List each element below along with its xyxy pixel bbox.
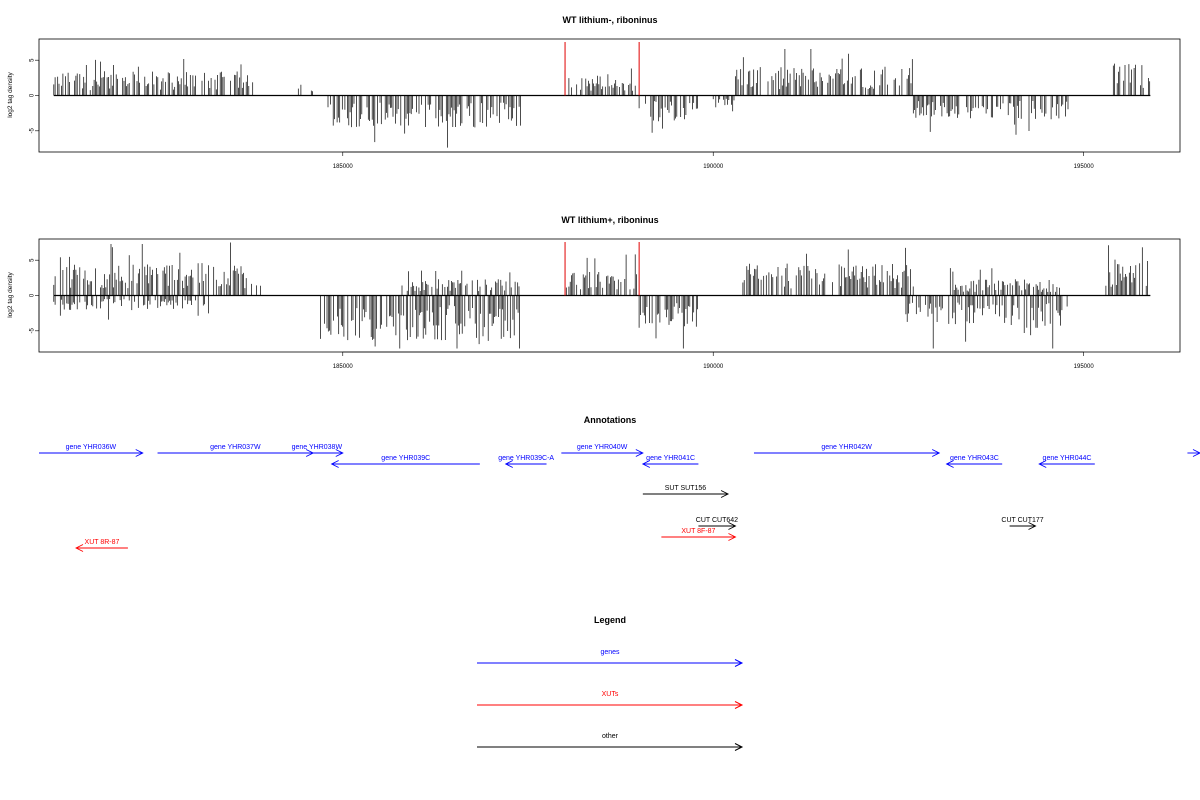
feature-label: gene YHR040W (577, 444, 628, 451)
x-tick-label: 185000 (333, 164, 354, 170)
feature-arrowhead (330, 460, 339, 468)
annotation-feature: gene YHR037W (157, 444, 315, 457)
feature-label: gene YHR039C-A (498, 455, 554, 462)
feature-arrowhead (728, 522, 737, 530)
feature-arrowhead (641, 460, 651, 468)
y-tick-label: 0 (30, 293, 36, 297)
y-tick-label: -5 (30, 327, 36, 333)
annotation-feature: gene YHR039C-A (498, 455, 554, 468)
feature-label: SUT SUT156 (665, 485, 707, 492)
annotation-items: gene YHR036W gene YHR037W gene YHR038W gene… (39, 444, 1200, 552)
feature-label: XUT 8R-87 (85, 539, 120, 546)
feature-arrowhead (635, 449, 644, 457)
feature-label: gene YHR044C (1043, 455, 1092, 462)
density-bars (53, 49, 1151, 148)
y-tick-label: 5 (30, 58, 36, 62)
feature-label: CUT CUT177 (1001, 517, 1043, 524)
x-tick-label: 190000 (703, 364, 724, 370)
feature-arrowhead (728, 533, 737, 541)
feature-label: gene YHR042W (821, 444, 872, 451)
feature-arrowhead (1028, 522, 1037, 530)
density-bars (53, 242, 1151, 349)
annotation-feature: SUT SUT156 (642, 485, 730, 498)
annotation-feature: gene YHR043C (945, 455, 1003, 468)
feature-label: gene YHR036W (66, 444, 117, 451)
annotation-feature: CUT CUT177 (1001, 517, 1044, 530)
feature-arrowhead (720, 490, 730, 498)
feature-label: CUT CUT642 (696, 517, 738, 524)
annotation-feature: gene YHR041C (641, 455, 699, 468)
x-tick-label: 195000 (1074, 364, 1095, 370)
x-tick-label: 195000 (1074, 164, 1095, 170)
legend-title: Legend (594, 615, 626, 625)
y-tick-label: -5 (30, 127, 36, 133)
legend-items: genes XUTs other (477, 649, 744, 751)
feature-arrowhead (504, 460, 513, 468)
boundary-markers (564, 42, 640, 96)
annotation-feature: CUT CUT642 (696, 517, 738, 530)
feature-arrowhead (335, 449, 344, 457)
y-axis-label: log2 tag density (7, 71, 14, 117)
legend: Legend genes XUTs other (477, 615, 744, 751)
feature-label: XUT 8F-87 (681, 528, 715, 535)
legend-label: XUTs (602, 691, 619, 698)
track-panel-lithium-minus: WT lithium-, riboninus 185000 190000 19500… (7, 15, 1181, 170)
annotations-track: Annotations gene YHR036W gene YHR037W gene… (39, 415, 1200, 552)
legend-entry: other (477, 733, 744, 751)
feature-arrowhead (945, 460, 954, 468)
feature-label: gene YHR043C (950, 455, 999, 462)
annotation-feature: gene YHR04 (1187, 449, 1200, 457)
panel-title: WT lithium+, riboninus (561, 215, 658, 225)
annotation-feature: gene YHR040W (561, 444, 644, 457)
feature-arrowhead (135, 449, 144, 457)
feature-arrowhead (75, 544, 84, 552)
feature-label: gene YHR038W (292, 444, 343, 451)
axes: 185000 190000 195000 5 0 -5 (30, 258, 1095, 370)
annotation-feature: gene YHR038W (290, 444, 344, 457)
legend-label: other (602, 733, 619, 740)
annotation-feature: XUT 8F-87 (661, 528, 737, 541)
axes: 185000 190000 195000 5 0 -5 (30, 58, 1095, 170)
panel-title: WT lithium-, riboninus (563, 15, 658, 25)
feature-arrowhead (1192, 449, 1200, 457)
legend-entry: genes (477, 649, 744, 667)
legend-label: genes (600, 649, 620, 656)
annotation-feature: gene YHR039C (330, 455, 480, 468)
feature-arrowhead (932, 449, 941, 457)
legend-entry: XUTs (477, 691, 744, 709)
y-tick-label: 5 (30, 258, 36, 262)
feature-label: gene YHR037W (210, 444, 261, 451)
y-axis-label: log2 tag density (7, 271, 14, 317)
annotations-title: Annotations (584, 415, 637, 425)
y-tick-label: 0 (30, 93, 36, 97)
annotation-feature: gene YHR036W (39, 444, 144, 457)
legend-arrowhead (734, 659, 744, 667)
annotation-feature: XUT 8R-87 (75, 539, 128, 552)
boundary-markers (564, 242, 640, 296)
feature-label: gene YHR039C (381, 455, 430, 462)
x-tick-label: 185000 (333, 364, 354, 370)
feature-arrowhead (1038, 460, 1047, 468)
feature-label: gene YHR041C (646, 455, 695, 462)
legend-arrowhead (734, 701, 744, 709)
legend-arrowhead (734, 743, 744, 751)
annotation-feature: gene YHR042W (753, 444, 941, 457)
annotation-feature: gene YHR044C (1038, 455, 1095, 468)
x-tick-label: 190000 (703, 164, 724, 170)
track-panel-lithium-plus: WT lithium+, riboninus 185000 190000 19500… (7, 215, 1181, 370)
